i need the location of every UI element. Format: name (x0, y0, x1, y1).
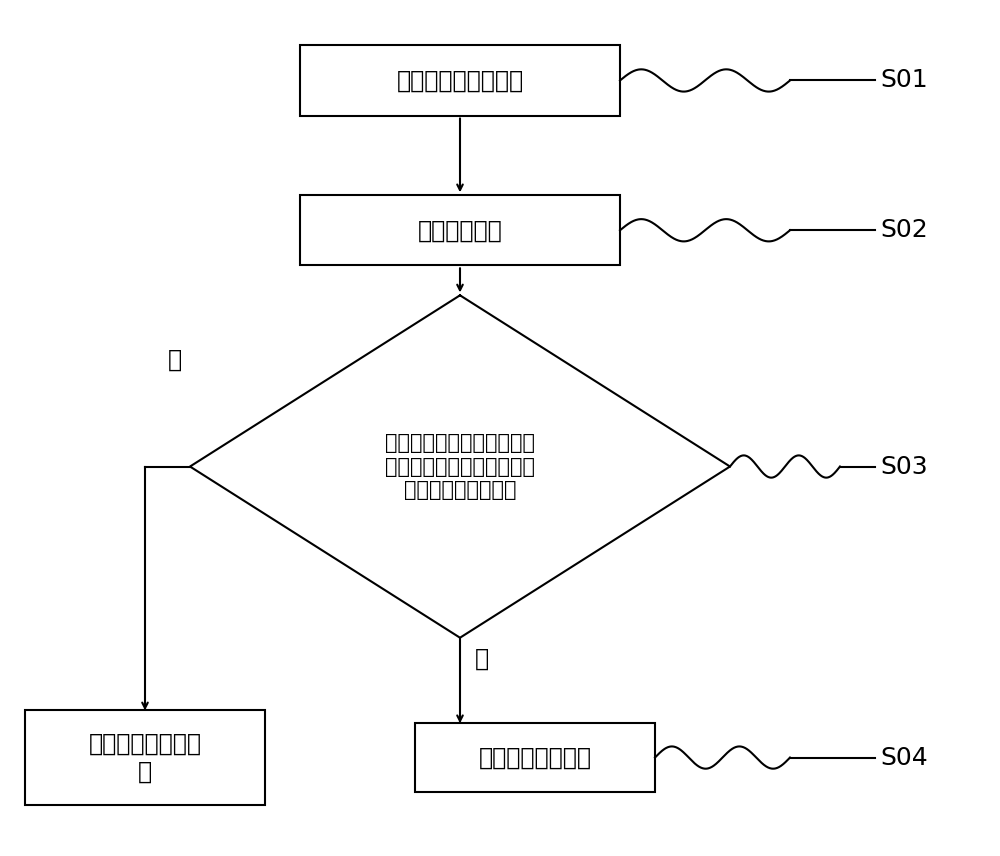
Text: S01: S01 (880, 68, 928, 92)
Text: S04: S04 (880, 746, 928, 770)
Text: S02: S02 (880, 218, 928, 242)
Text: 是: 是 (475, 647, 489, 671)
FancyBboxPatch shape (300, 195, 620, 265)
FancyBboxPatch shape (415, 723, 655, 792)
Text: 不输出角度调节信
号: 不输出角度调节信 号 (88, 732, 202, 783)
Text: 输出角度调节信号: 输出角度调节信号 (478, 746, 591, 770)
FancyBboxPatch shape (25, 710, 265, 805)
Text: 否: 否 (168, 348, 182, 372)
Text: 获取光线的入射角度: 获取光线的入射角度 (396, 68, 524, 92)
Text: 获取视线角度: 获取视线角度 (418, 218, 502, 242)
Text: S03: S03 (880, 455, 928, 479)
Text: 对视线角度与入射角度进行
分析，并判断是否需要调节
显示模组的屏幕角度: 对视线角度与入射角度进行 分析，并判断是否需要调节 显示模组的屏幕角度 (385, 433, 535, 500)
FancyBboxPatch shape (300, 45, 620, 116)
